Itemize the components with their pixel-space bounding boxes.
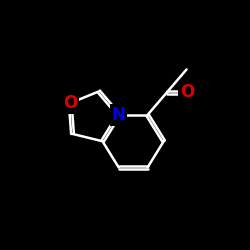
Text: O: O: [180, 83, 194, 101]
Text: O: O: [63, 94, 77, 112]
Text: N: N: [112, 106, 126, 124]
